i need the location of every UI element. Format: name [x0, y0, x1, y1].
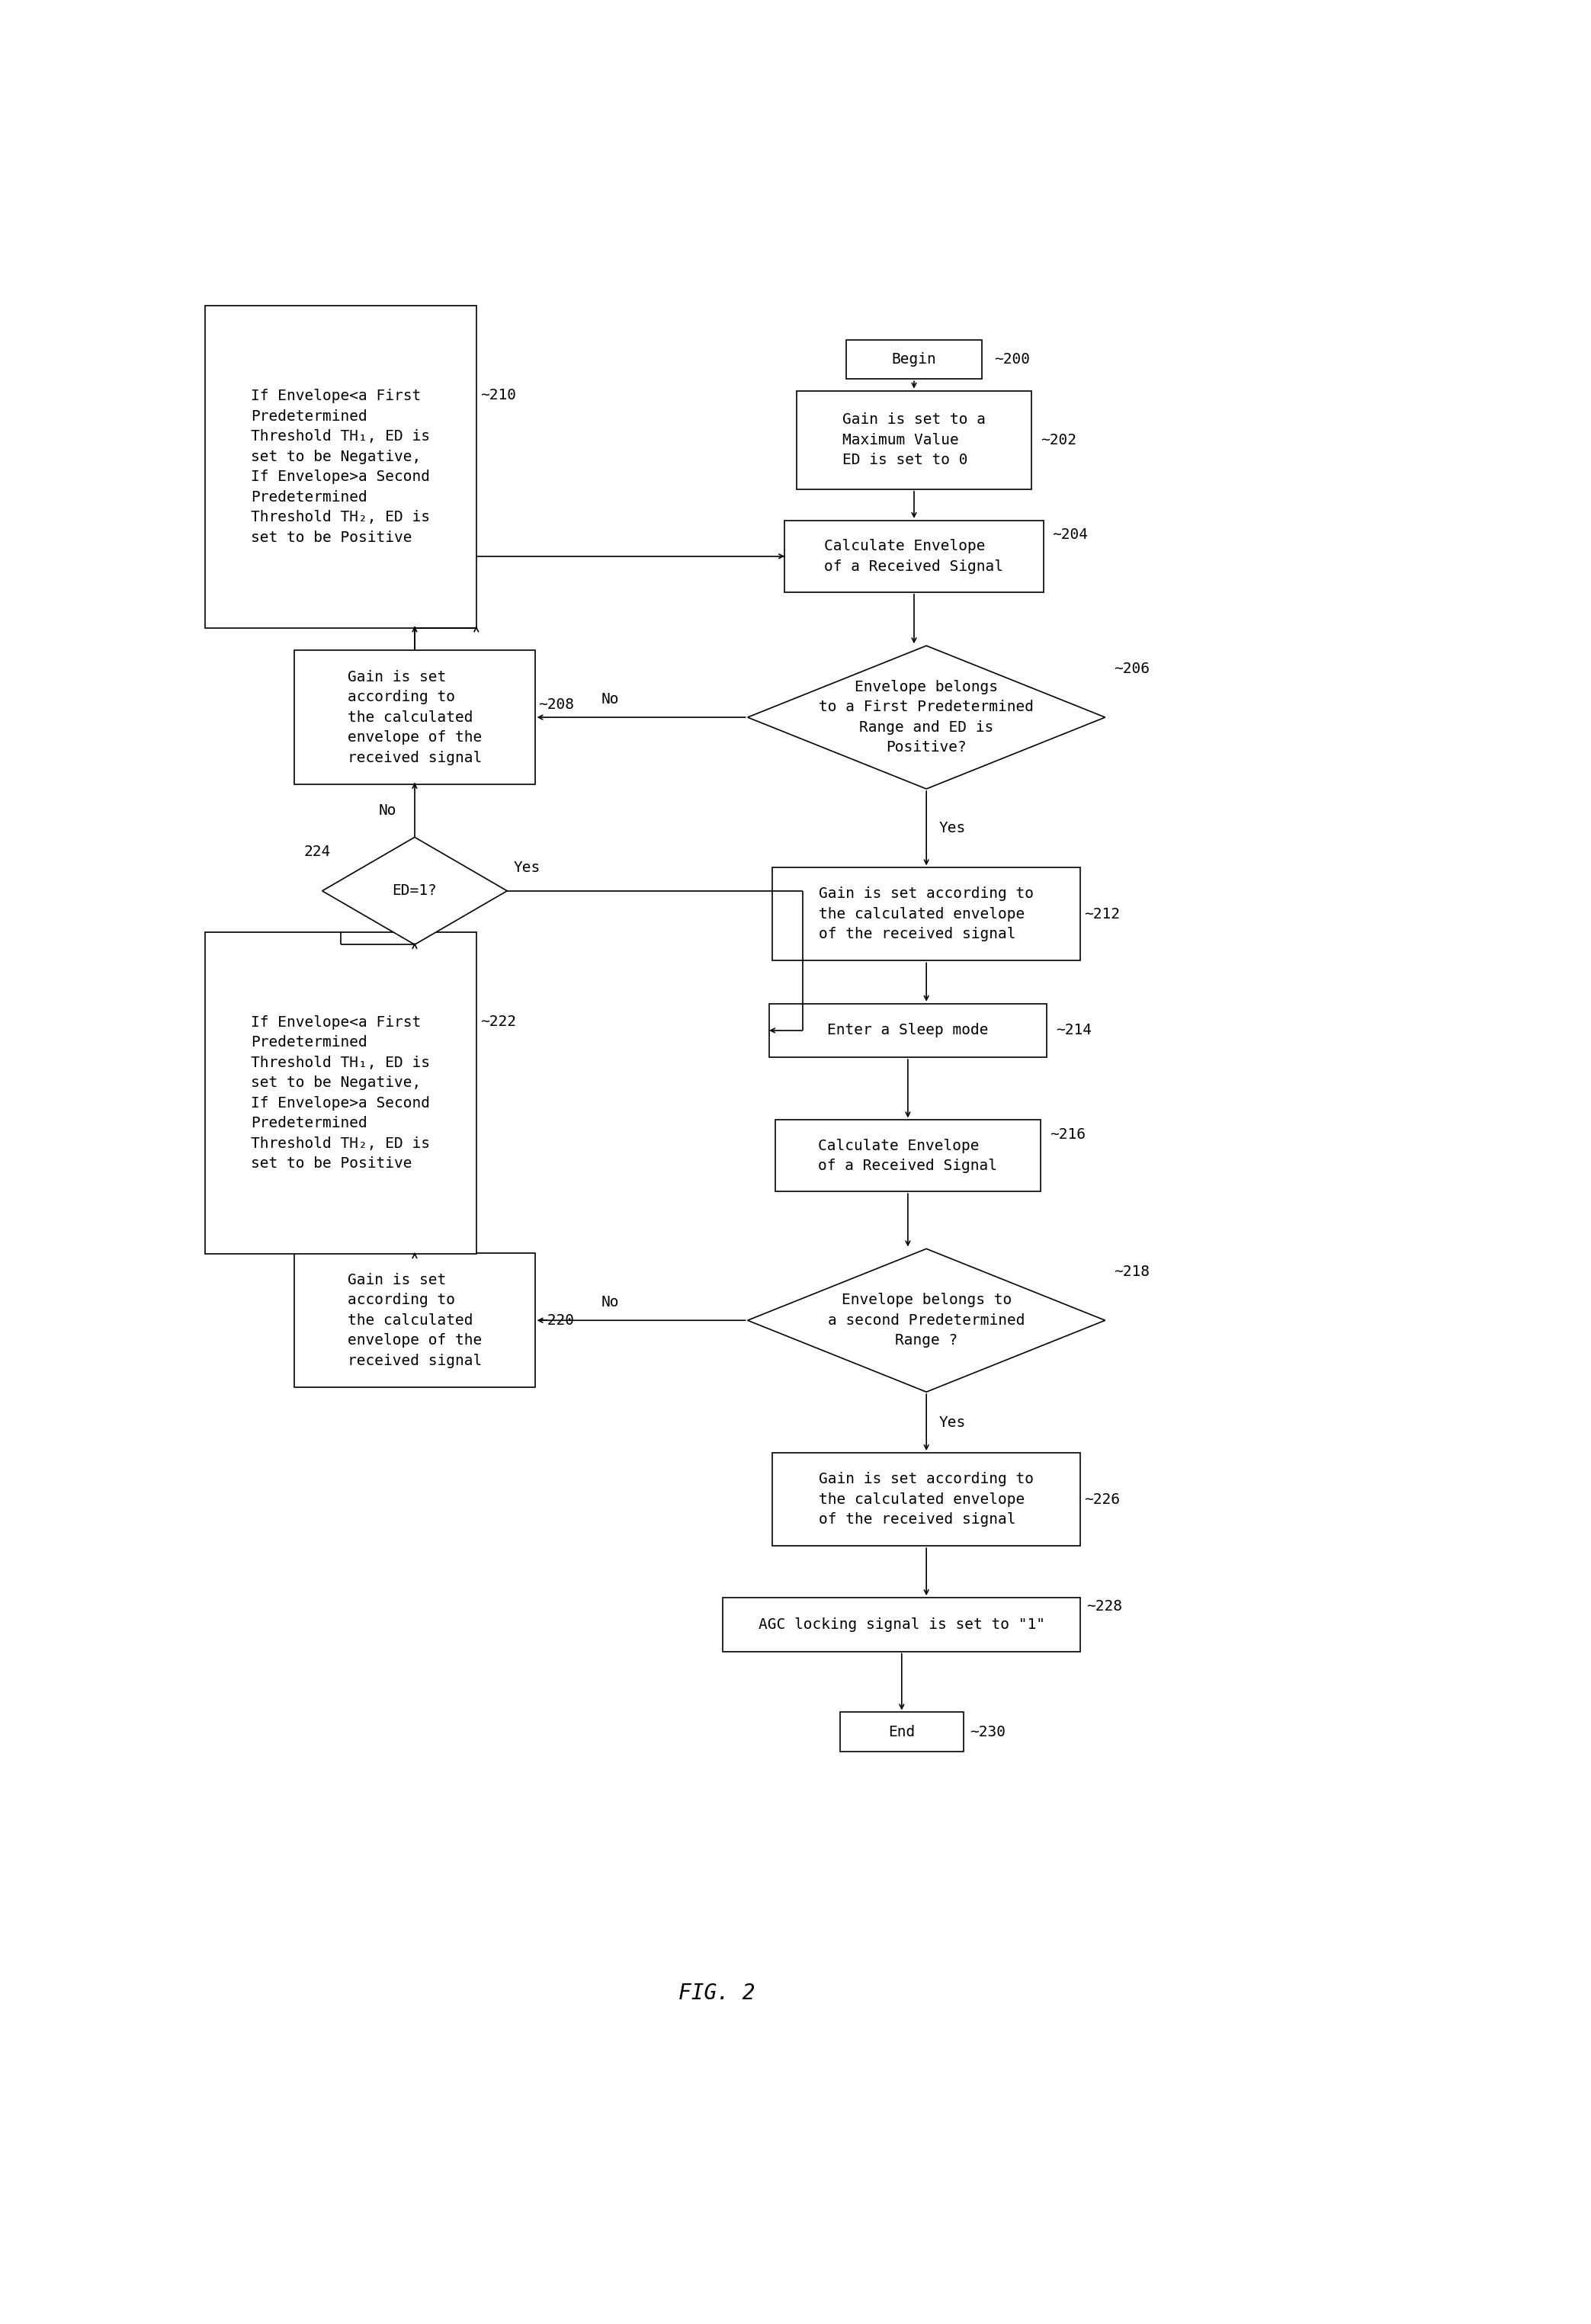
Text: ~202: ~202	[1041, 432, 1077, 446]
Polygon shape	[722, 1597, 1080, 1652]
Polygon shape	[748, 646, 1106, 788]
Text: Enter a Sleep mode: Enter a Sleep mode	[827, 1023, 988, 1039]
Text: No: No	[379, 804, 396, 818]
Text: 224: 224	[304, 844, 331, 860]
Polygon shape	[321, 837, 508, 944]
Text: ~208: ~208	[538, 697, 574, 711]
Text: ~212: ~212	[1083, 906, 1120, 920]
Polygon shape	[772, 1452, 1080, 1545]
Text: ED=1?: ED=1?	[393, 883, 438, 897]
Text: If Envelope<a First
Predetermined
Threshold TH₁, ED is
set to be Negative,
If En: If Envelope<a First Predetermined Thresh…	[251, 1016, 430, 1171]
Text: ~204: ~204	[1052, 528, 1088, 541]
Polygon shape	[205, 307, 476, 627]
Text: Yes: Yes	[939, 820, 966, 837]
Text: ~200: ~200	[994, 353, 1029, 367]
Text: Begin: Begin	[891, 353, 937, 367]
Polygon shape	[846, 339, 982, 379]
Text: Calculate Envelope
of a Received Signal: Calculate Envelope of a Received Signal	[818, 1139, 998, 1174]
Text: ~230: ~230	[969, 1724, 1006, 1738]
Text: ~220: ~220	[538, 1313, 574, 1327]
Text: ~214: ~214	[1056, 1023, 1091, 1039]
Text: ~206: ~206	[1114, 662, 1150, 676]
Text: ~222: ~222	[480, 1013, 515, 1030]
Polygon shape	[840, 1713, 963, 1752]
Text: Envelope belongs
to a First Predetermined
Range and ED is
Positive?: Envelope belongs to a First Predetermine…	[819, 679, 1034, 755]
Polygon shape	[294, 651, 535, 786]
Polygon shape	[294, 1253, 535, 1387]
Polygon shape	[205, 932, 476, 1255]
Text: No: No	[601, 693, 619, 706]
Text: ~228: ~228	[1087, 1599, 1123, 1613]
Text: Yes: Yes	[514, 860, 541, 874]
Polygon shape	[772, 867, 1080, 960]
Text: No: No	[601, 1294, 619, 1311]
Text: ~218: ~218	[1114, 1264, 1150, 1278]
Text: ~226: ~226	[1083, 1492, 1120, 1506]
Text: AGC locking signal is set to "1": AGC locking signal is set to "1"	[759, 1618, 1045, 1631]
Text: FIG. 2: FIG. 2	[678, 1982, 756, 2003]
Text: ~216: ~216	[1050, 1127, 1085, 1141]
Polygon shape	[768, 1004, 1047, 1057]
Text: Gain is set according to
the calculated envelope
of the received signal: Gain is set according to the calculated …	[819, 1471, 1034, 1527]
Polygon shape	[797, 390, 1031, 488]
Text: Gain is set
according to
the calculated
envelope of the
received signal: Gain is set according to the calculated …	[347, 669, 482, 765]
Text: If Envelope<a First
Predetermined
Threshold TH₁, ED is
set to be Negative,
If En: If Envelope<a First Predetermined Thresh…	[251, 388, 430, 544]
Text: Yes: Yes	[939, 1415, 966, 1429]
Text: Calculate Envelope
of a Received Signal: Calculate Envelope of a Received Signal	[824, 539, 1004, 574]
Polygon shape	[784, 521, 1044, 593]
Text: End: End	[888, 1724, 915, 1738]
Polygon shape	[748, 1248, 1106, 1392]
Text: Envelope belongs to
a second Predetermined
Range ?: Envelope belongs to a second Predetermin…	[827, 1292, 1025, 1348]
Polygon shape	[775, 1120, 1041, 1192]
Text: Gain is set
according to
the calculated
envelope of the
received signal: Gain is set according to the calculated …	[347, 1274, 482, 1369]
Text: Gain is set according to
the calculated envelope
of the received signal: Gain is set according to the calculated …	[819, 888, 1034, 941]
Text: Gain is set to a
Maximum Value
ED is set to 0: Gain is set to a Maximum Value ED is set…	[842, 411, 986, 467]
Text: ~210: ~210	[480, 388, 515, 402]
